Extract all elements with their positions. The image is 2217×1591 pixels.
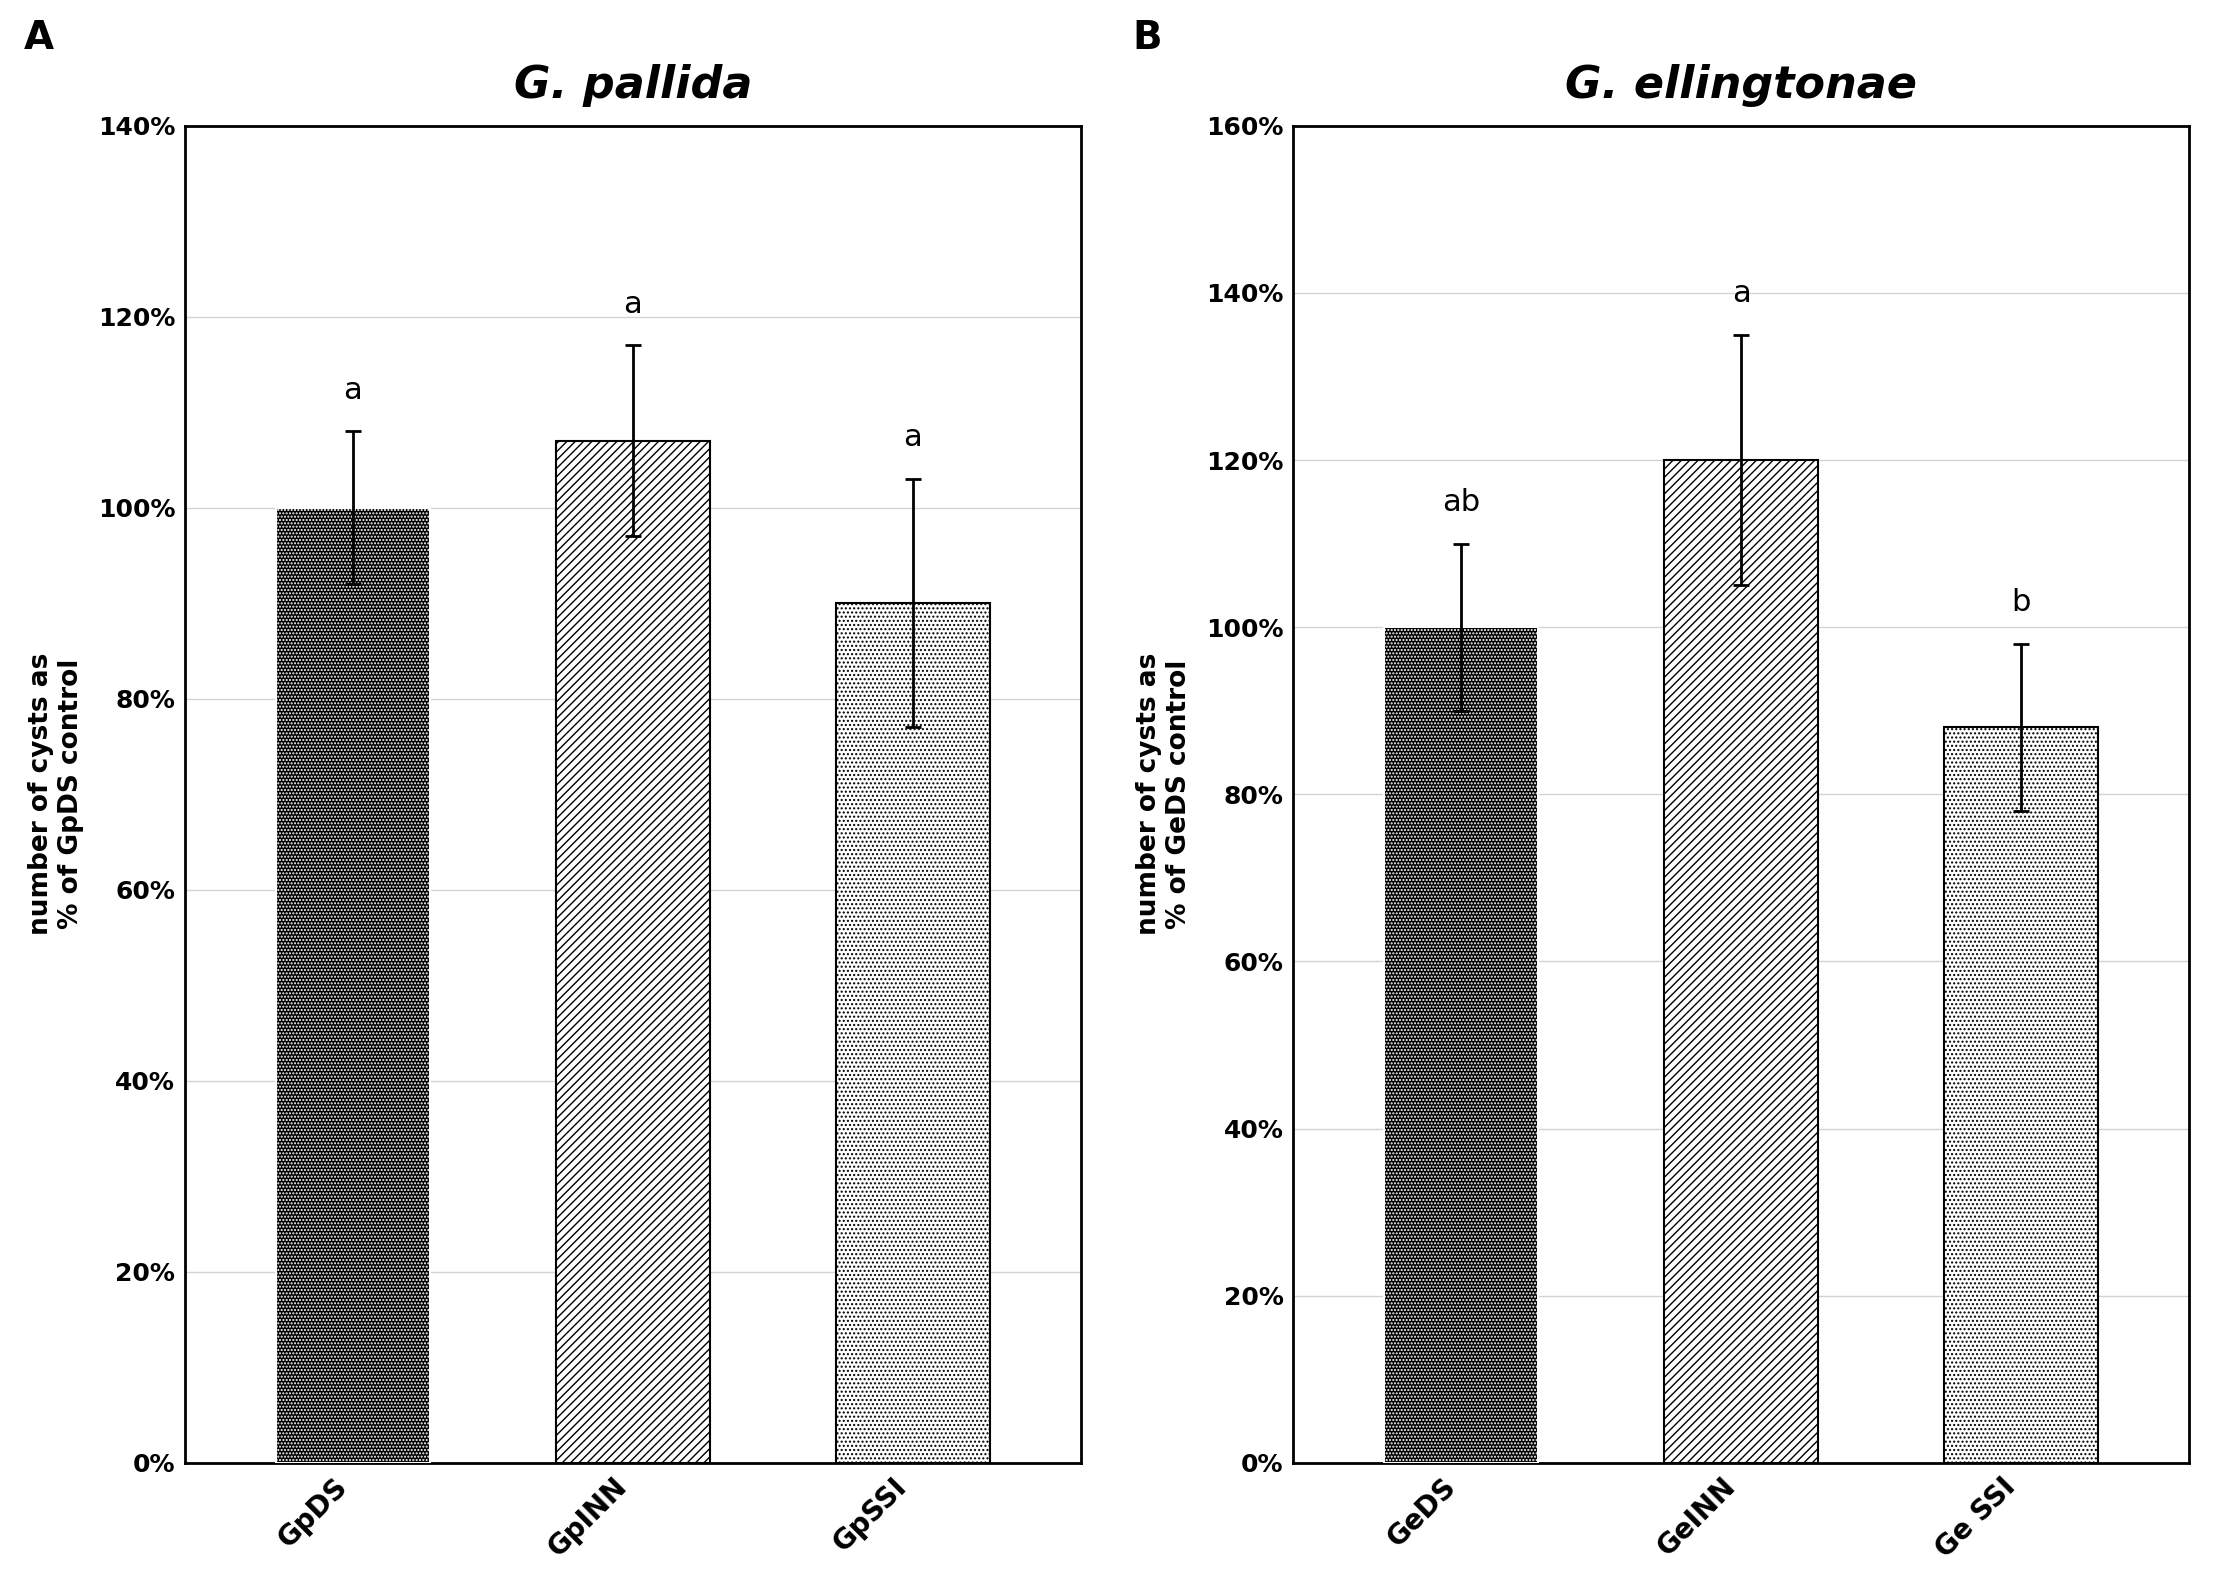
Text: a: a — [1731, 278, 1751, 309]
Text: a: a — [902, 423, 922, 452]
Bar — [556, 441, 709, 1462]
Bar — [275, 508, 430, 1462]
Text: b: b — [2011, 589, 2031, 617]
Y-axis label: number of cysts as
% of GpDS control: number of cysts as % of GpDS control — [29, 654, 84, 936]
Text: a: a — [344, 375, 361, 404]
Bar — [1944, 727, 2097, 1462]
Text: ab: ab — [1443, 488, 1481, 517]
Bar — [1383, 627, 1539, 1462]
Bar — [1665, 460, 1818, 1462]
Title: G. ellingtonae: G. ellingtonae — [1565, 64, 1918, 107]
Y-axis label: number of cysts as
% of GeDS control: number of cysts as % of GeDS control — [1137, 654, 1193, 936]
Text: a: a — [623, 290, 643, 318]
Text: B: B — [1133, 19, 1162, 57]
Title: G. pallida: G. pallida — [514, 64, 752, 107]
Bar — [836, 603, 989, 1462]
Text: A: A — [24, 19, 53, 57]
